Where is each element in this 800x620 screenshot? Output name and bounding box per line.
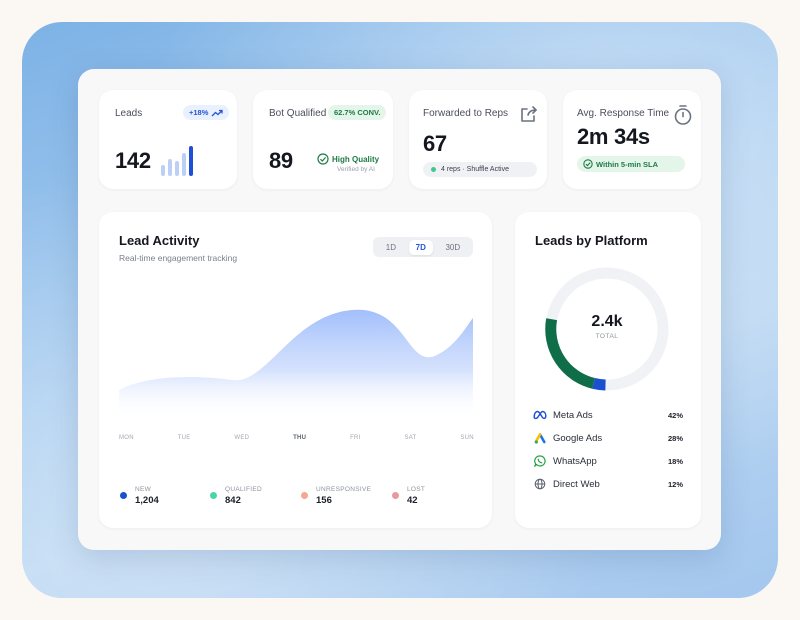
spark-bar: [175, 161, 179, 176]
kpi-title: Avg. Response Time: [577, 108, 670, 119]
kpi-value: 142: [115, 148, 151, 173]
platform-name: Direct Web: [553, 478, 600, 490]
legend-label: LOST: [407, 486, 426, 493]
day-label: MON: [119, 435, 134, 441]
legend-unresponsive: UNRESPONSIVE 156: [301, 486, 371, 506]
activity-area: [119, 309, 473, 420]
legend-value: 42: [407, 495, 418, 506]
platform-pct: 18%: [667, 456, 683, 466]
growth-badge-label: +18%: [189, 108, 209, 117]
platform-donut-chart: [545, 267, 669, 391]
check-circle-icon: [317, 153, 329, 165]
stopwatch-icon: [674, 105, 692, 125]
kpi-title: Bot Qualified: [269, 108, 327, 119]
kpi-value: 89: [269, 148, 293, 173]
platform-title: Leads by Platform: [535, 233, 648, 248]
platform-row-meta[interactable]: Meta Ads 42%: [533, 408, 683, 422]
reps-status-pill: 4 reps · Shuffle Active: [423, 162, 537, 177]
kpi-card-bot-qualified[interactable]: Bot Qualified 62.7% CONV. 89 High Qualit…: [253, 90, 393, 189]
google-ads-icon: [534, 432, 546, 444]
day-label: SUN: [460, 435, 474, 441]
kpi-card-leads[interactable]: Leads +18% 142: [99, 90, 237, 189]
range-option-30d[interactable]: 30D: [445, 242, 461, 252]
sla-pill: Within 5-min SLA: [577, 156, 685, 172]
platform-row-direct[interactable]: Direct Web 12%: [533, 477, 683, 491]
day-label: SAT: [404, 435, 417, 441]
meta-icon: [533, 410, 547, 420]
platform-name: Meta Ads: [553, 409, 593, 421]
status-dot: [431, 166, 436, 172]
share-forward-icon[interactable]: [519, 104, 539, 124]
legend-value: 156: [316, 495, 332, 506]
day-label: FRI: [350, 435, 361, 441]
lead-activity-subtitle: Real-time engagement tracking: [119, 253, 238, 263]
legend-label: UNRESPONSIVE: [316, 486, 372, 493]
range-selector: 1D 7D 30D: [373, 237, 473, 257]
donut-total-label: TOTAL: [595, 333, 619, 340]
platform-row-google[interactable]: Google Ads 28%: [533, 431, 683, 445]
leads-by-platform-card: [515, 212, 701, 528]
spark-bar: [168, 159, 172, 176]
sla-label: Within 5-min SLA: [596, 159, 659, 169]
platform-name: Google Ads: [553, 432, 603, 444]
spark-bar: [161, 165, 165, 176]
chart-x-axis: MON TUE WED THU FRI SAT SUN: [119, 435, 474, 441]
platform-row-whatsapp[interactable]: WhatsApp 18%: [533, 454, 683, 468]
platform-pct: 28%: [667, 433, 683, 443]
platform-pct: 42%: [667, 410, 683, 420]
trend-up-icon: [211, 109, 224, 116]
quality-label: High Quality: [332, 154, 380, 164]
legend-label: QUALIFIED: [225, 486, 263, 493]
legend-dot: [120, 492, 127, 499]
leads-sparkbars: [161, 146, 193, 176]
check-circle-icon: [583, 159, 593, 169]
reps-status-label: 4 reps · Shuffle Active: [441, 166, 509, 173]
range-option-7d[interactable]: 7D: [408, 239, 433, 255]
legend-value: 842: [225, 495, 241, 506]
legend-new: NEW 1,204: [120, 486, 159, 506]
range-option-1d[interactable]: 1D: [385, 242, 397, 252]
legend-dot: [301, 492, 308, 499]
quality-sublabel: Verified by AI: [337, 166, 375, 173]
day-label: WED: [234, 435, 250, 441]
whatsapp-icon: [534, 455, 546, 467]
platform-pct: 12%: [667, 479, 683, 489]
legend-label: NEW: [135, 486, 152, 493]
spark-bar: [182, 153, 186, 176]
growth-badge: +18%: [183, 105, 230, 120]
legend-qualified: QUALIFIED 842: [210, 486, 262, 506]
legend-dot: [392, 492, 399, 499]
kpi-card-response-time[interactable]: Avg. Response Time 2m 34s Within 5-min S…: [563, 90, 701, 189]
donut-center: 2.4k TOTAL: [547, 313, 667, 340]
platform-name: WhatsApp: [553, 455, 597, 467]
lead-activity-title: Lead Activity: [119, 233, 200, 248]
day-label-highlight: THU: [293, 435, 307, 441]
donut-total: 2.4k: [591, 313, 623, 330]
day-label: TUE: [177, 435, 191, 441]
donut-segment-meta: [545, 318, 596, 389]
kpi-title: Forwarded to Reps: [423, 108, 509, 119]
kpi-value: 67: [423, 131, 447, 156]
globe-icon: [534, 478, 546, 490]
legend-lost: LOST 42: [392, 486, 425, 506]
conversion-badge: 62.7% CONV.: [328, 105, 387, 120]
kpi-title: Leads: [115, 108, 143, 119]
legend-dot: [210, 492, 217, 499]
kpi-card-forwarded[interactable]: Forwarded to Reps 67 4 reps · Shuffle Ac…: [409, 90, 547, 189]
quality-indicator: High Quality: [317, 153, 379, 165]
kpi-value: 2m 34s: [577, 124, 650, 149]
legend-value: 1,204: [135, 495, 159, 506]
spark-bar: [189, 146, 193, 176]
lead-activity-area-chart: [119, 309, 473, 420]
donut-segment-google: [592, 378, 606, 391]
